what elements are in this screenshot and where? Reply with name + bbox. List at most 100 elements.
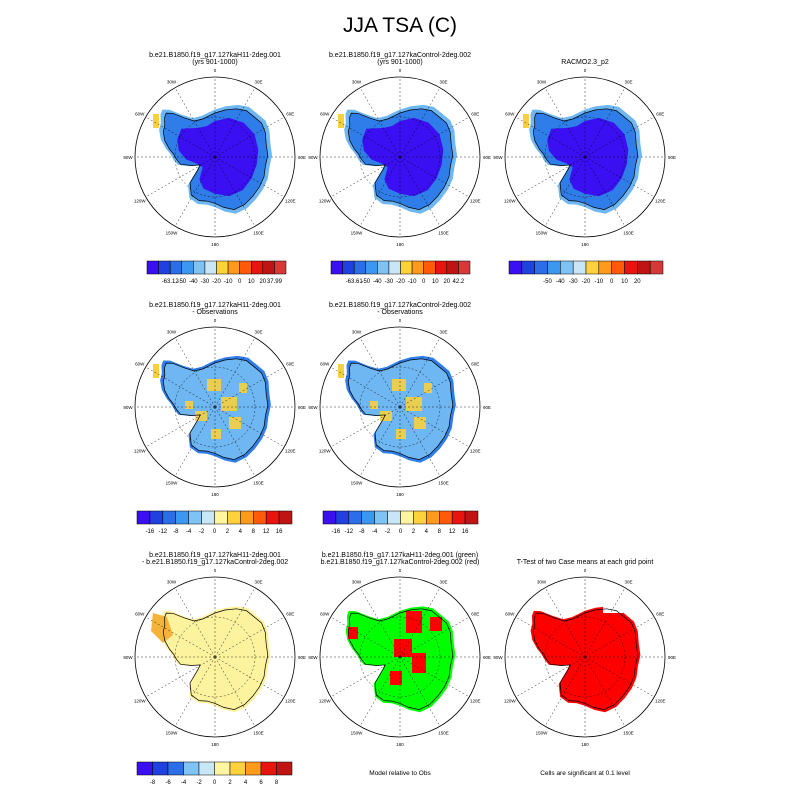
p6-title-line: b.e21.B1850.f19_g17.127kaH11-2deg.001 [149,552,281,559]
colorbar-box [239,260,252,275]
longitude-label: 60W [505,612,515,617]
p6-title-line: - b.e21.B1850.f19_g17.127kaControl-2deg.… [142,559,288,566]
longitude-label: 0 [399,68,402,73]
red-patch [412,653,426,673]
meridian-line [359,587,401,658]
longitude-label: 150E [623,230,634,235]
longitude-label: 60W [320,112,330,117]
p4-panel: b.e21.B1850.f19_g17.127kaH11-2deg.001- O… [123,302,306,497]
p3-map [523,104,642,214]
colorbar-tick-label: -6 [165,780,171,786]
red-patch [430,617,442,631]
map-boundary [504,76,666,238]
colorbar-box [149,510,164,525]
colorbar-tick-label: -30 [385,279,394,285]
colorbar-tick-label: 4 [244,780,248,786]
longitude-label: 150W [351,480,364,485]
colorbar-box [400,260,413,275]
longitude-label: 120W [504,699,517,704]
colorbar-tick-label: 2 [412,529,416,535]
warm-bias-patch [424,383,432,393]
colorbar-tick-label: -12 [158,529,167,535]
meridian-line [174,87,216,158]
colorbar-tick-label: -10 [408,279,417,285]
colorbar-tick-label: 12 [263,529,270,535]
p2-map [338,104,457,214]
longitude-label: 120W [319,449,332,454]
colorbar-tick-label: -50 [361,279,370,285]
colorbar-tick-label: 0 [213,529,217,535]
p2-title-line: b.e21.B1850.f19_g17.127kaControl-2deg.00… [329,52,471,59]
longitude-label: 150E [253,480,264,485]
p1-map [153,104,272,214]
green-area [345,606,456,713]
colorbar-box [214,761,231,776]
colorbar-tick-label: -2 [196,780,202,786]
longitude-label: 180 [211,492,219,497]
colorbar-box [464,510,479,525]
colorbar-box [439,510,453,525]
meridian-line [584,87,626,158]
colorbar-tick-label: 2 [228,780,232,786]
coastline [532,108,639,210]
longitude-label: 90E [668,155,676,160]
colorbar-box [458,260,471,275]
colorbar-tick-label: 0 [422,279,426,285]
longitude-label: 30W [352,330,362,335]
p4-title-line: b.e21.B1850.f19_g17.127kaH11-2deg.001 [149,302,281,309]
colorbar-tick-label: -50 [177,279,186,285]
warm-bias-patch [370,401,378,409]
colorbar-box [388,260,401,275]
meridian-line [145,366,216,408]
colorbar-box [204,260,217,275]
longitude-label: 60E [656,612,664,617]
meridian-line [214,116,285,158]
longitude-label: 90W [308,405,318,410]
colorbar-box [508,260,523,275]
coastline [162,358,269,460]
longitude-label: 180 [396,742,404,747]
longitude-label: 60W [320,612,330,617]
longitude-label: 60E [471,612,479,617]
colorbar-box [227,260,240,275]
colorbar-box [169,260,182,275]
longitude-label: 90W [123,405,133,410]
colorbar-tick-label: 20 [634,279,641,285]
longitude-label: 150E [438,480,449,485]
warm-bias-patch [229,417,241,429]
colorbar-tick-label: 0 [213,780,217,786]
colorbar-tick-label: 20 [443,279,450,285]
colorbar-box [377,260,390,275]
colorbar-box [265,510,280,525]
p8-title-line: T-Test of two Case means at each grid po… [517,559,654,566]
p5-title-line: - Observations [377,309,423,316]
cb5-colorbar: -16 -12 -8 -4 -2 0 2 4 8 12 16 [322,510,479,535]
peninsula-warm [153,114,159,128]
p7-panel: b.e21.B1850.f19_g17.127kaH11-2deg.001 (g… [308,552,491,747]
colorbar-box [400,510,414,525]
colorbar-box [411,260,424,275]
colorbar-box [229,761,246,776]
cb3-colorbar: -50 -40 -30 -20 -10 0 10 20 [508,260,664,285]
colorbar-box [348,510,362,525]
coastline [347,108,454,210]
peninsula-orange [151,613,173,643]
cb4-colorbar: -16 -12 -8 -4 -2 0 2 4 8 12 16 [136,510,293,535]
colorbar-box [201,510,215,525]
colorbar-box [572,260,587,275]
longitude-label: 150W [536,730,549,735]
coastline [347,358,454,460]
colorbar-box [188,510,202,525]
colorbar-tick-label: 0 [238,279,242,285]
colorbar-box [152,761,169,776]
meridian-line [584,616,655,658]
warm-bias-patch [414,417,426,429]
p4-title-line: - Observations [192,309,238,316]
map-boundary [134,76,296,238]
longitude-label: 30W [167,80,177,85]
longitude-label: 60W [135,612,145,617]
meridian-line [174,156,216,227]
longitude-label: 0 [214,318,217,323]
colorbar-tick-label: 10 [248,279,255,285]
meridian-line [399,587,441,658]
